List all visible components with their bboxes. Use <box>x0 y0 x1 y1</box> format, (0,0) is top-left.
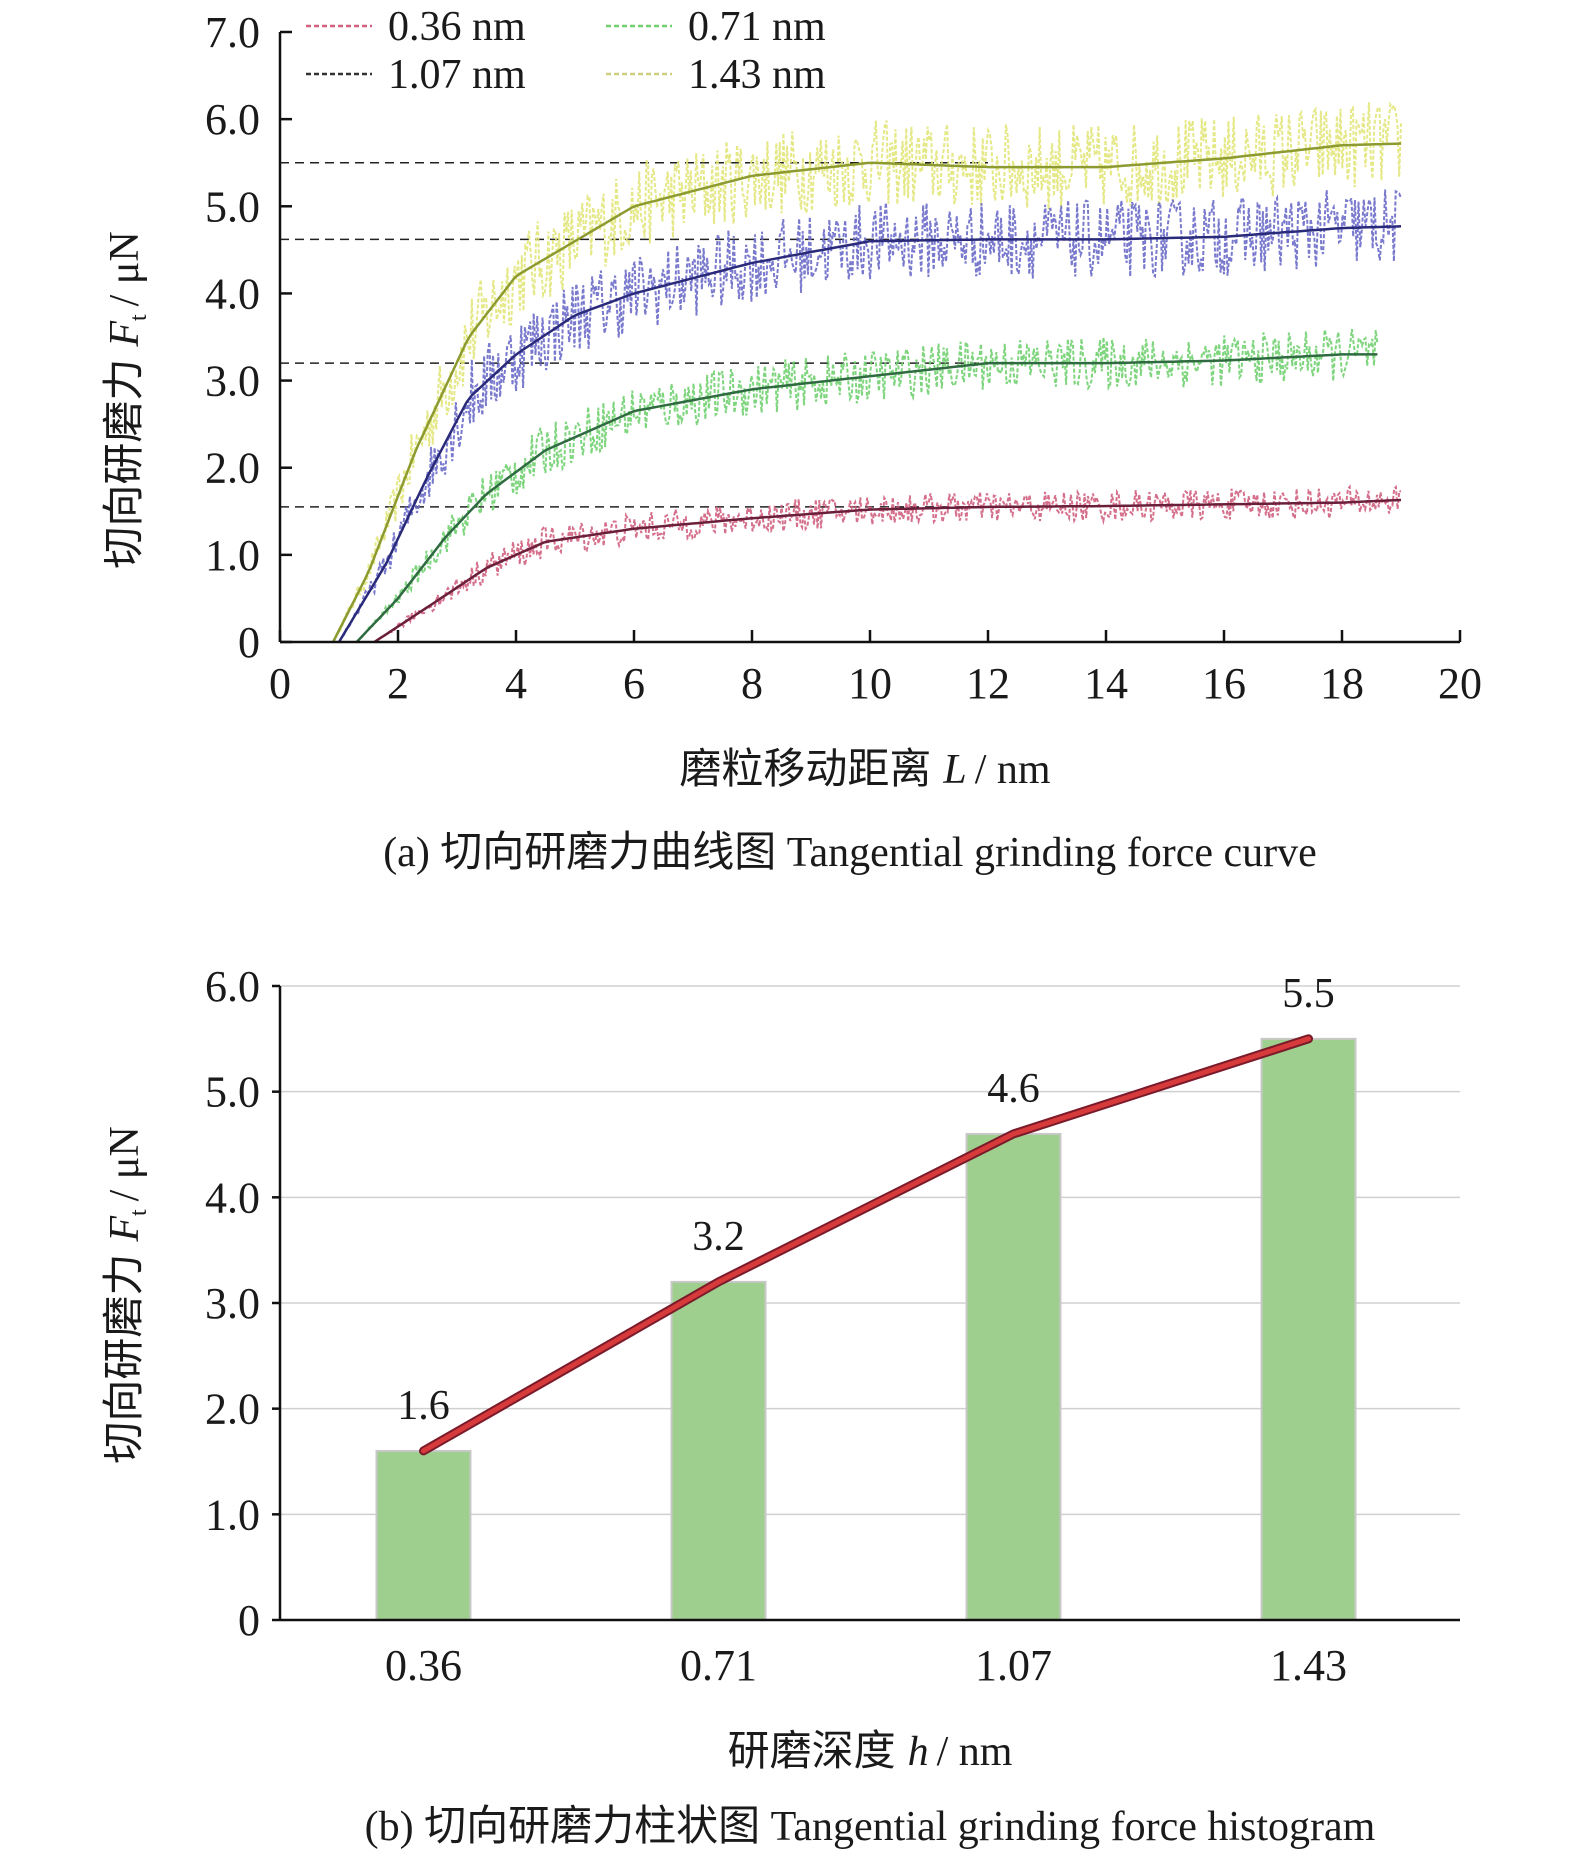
a-x-tick-label: 20 <box>1438 659 1482 708</box>
a-x-tick-label: 10 <box>848 659 892 708</box>
a-x-tick-label: 0 <box>269 659 291 708</box>
a-x-tick-label: 2 <box>387 659 409 708</box>
a-y-tick-label: 0 <box>238 618 260 667</box>
a-raw-trace-1 <box>355 328 1379 643</box>
a-legend-label: 1.43 nm <box>688 52 826 98</box>
b-bar <box>1260 1037 1357 1622</box>
a-y-tick-label: 2.0 <box>205 444 260 493</box>
a-x-ticks: 0 2 4 6 8 10 12 14 16 18 20 <box>269 630 1482 708</box>
a-y-tick-label: 7.0 <box>205 8 260 57</box>
b-y-tick-label: 0 <box>238 1596 260 1645</box>
a-raw-trace-0 <box>373 484 1402 643</box>
a-x-tick-label: 16 <box>1202 659 1246 708</box>
b-caption: (b) 切向研磨力柱状图 Tangential grinding force h… <box>365 1804 1376 1850</box>
b-y-tick-label: 1.0 <box>205 1490 260 1539</box>
a-axes <box>278 32 1460 644</box>
b-y-tick-label: 3.0 <box>205 1279 260 1328</box>
a-legend-label: 1.07 nm <box>388 52 526 98</box>
a-fit-line-3 <box>331 142 1402 643</box>
a-raw-trace-3 <box>332 100 1402 643</box>
a-x-tick-label: 6 <box>623 659 645 708</box>
b-y-tick-label: 2.0 <box>205 1385 260 1434</box>
a-y-tick-label: 1.0 <box>205 531 260 580</box>
a-y-tick-label: 5.0 <box>205 182 260 231</box>
a-fit-line-0 <box>373 498 1402 644</box>
b-x-tick-label: 0.36 <box>385 1641 462 1690</box>
a-legend-label: 0.71 nm <box>688 4 826 50</box>
a-y-tick-label: 6.0 <box>205 95 260 144</box>
b-trend-line-shadow <box>419 1034 1313 1456</box>
b-y-tick-label: 5.0 <box>205 1068 260 1117</box>
a-legend-label: 0.36 nm <box>388 4 526 50</box>
a-x-tick-label: 12 <box>966 659 1010 708</box>
b-y-axis-title: 切向研磨力Ft/ μN <box>102 1126 152 1463</box>
b-data-labels: 1.6 3.2 4.6 5.5 <box>397 971 1335 1429</box>
a-y-tick-label: 3.0 <box>205 357 260 406</box>
a-x-axis-title: 磨粒移动距离 L / nm <box>679 746 1051 793</box>
b-y-tick-label: 4.0 <box>205 1173 260 1222</box>
b-y-ticks: 0 1.0 2.0 3.0 4.0 5.0 6.0 <box>205 962 280 1645</box>
b-data-label: 3.2 <box>692 1214 745 1260</box>
b-bars <box>375 1037 1357 1622</box>
b-trend-line-main <box>421 1036 1311 1454</box>
a-fit-line-1 <box>355 353 1378 643</box>
a-raw-series <box>332 100 1402 643</box>
a-y-tick-label: 4.0 <box>205 269 260 318</box>
panel-b-bar-chart: 0.36 0.71 1.07 1.43 0 1.0 2.0 3.0 4.0 5.0 6.0 1.6… <box>102 962 1460 1850</box>
a-caption: (a) 切向研磨力曲线图 Tangential grinding force c… <box>383 830 1317 876</box>
a-x-tick-label: 18 <box>1320 659 1364 708</box>
b-y-tick-label: 6.0 <box>205 962 260 1011</box>
a-y-ticks: 0 1.0 2.0 3.0 4.0 5.0 6.0 7.0 <box>205 8 292 667</box>
a-legend: 0.36 nm 0.71 nm 1.07 nm 1.43 nm <box>306 4 826 98</box>
b-data-label: 4.6 <box>987 1066 1040 1112</box>
b-data-label: 1.6 <box>397 1383 450 1429</box>
a-x-tick-label: 4 <box>505 659 527 708</box>
b-x-tick-label: 1.07 <box>975 1641 1052 1690</box>
b-x-axis-title: 研磨深度 h / nm <box>728 1729 1013 1775</box>
b-data-label: 5.5 <box>1282 971 1335 1017</box>
a-fit-series <box>331 142 1402 644</box>
b-bar <box>965 1132 1062 1622</box>
b-x-tick-label: 0.71 <box>680 1641 757 1690</box>
panel-a-line-chart: 0 2 4 6 8 10 12 14 16 18 20 0 1.0 2.0 3.0 4.0 5.0 6.0 7.0… <box>102 4 1482 876</box>
a-x-tick-label: 8 <box>741 659 763 708</box>
b-x-tick-label: 1.43 <box>1270 1641 1347 1690</box>
b-bar <box>670 1280 767 1622</box>
a-raw-trace-2 <box>338 189 1402 643</box>
a-fit-line-2 <box>337 225 1402 643</box>
b-bar <box>375 1449 472 1622</box>
b-x-ticks: 0.36 0.71 1.07 1.43 <box>385 1641 1347 1690</box>
a-x-tick-label: 14 <box>1084 659 1128 708</box>
b-trend-line <box>419 1034 1313 1456</box>
a-y-axis-title: 切向研磨力Ft/ μN <box>102 231 152 568</box>
